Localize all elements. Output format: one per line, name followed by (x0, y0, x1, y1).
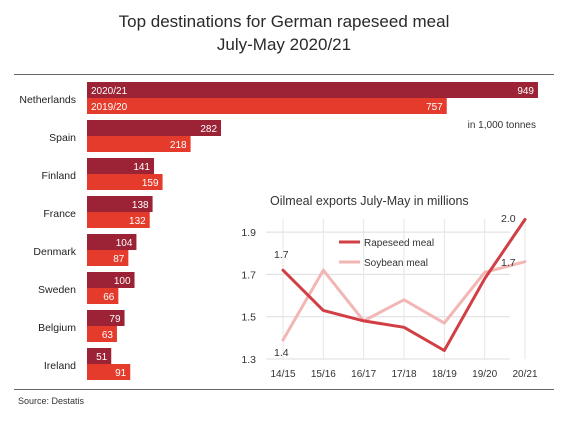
bar-value-label: 79 (109, 314, 121, 325)
x-tick-label: 14/15 (270, 369, 295, 380)
bar-value-label: 51 (96, 352, 108, 363)
bar-value-label: 159 (142, 178, 159, 189)
bar-value-label: 104 (116, 238, 133, 249)
bar-0 (87, 82, 538, 98)
top-rule (14, 74, 554, 75)
bar-0 (87, 348, 112, 364)
data-label: 2.0 (501, 213, 516, 225)
bar-0 (87, 234, 137, 250)
bar-value-label: 91 (115, 368, 127, 379)
y-tick-label: 1.5 (241, 312, 256, 324)
data-label: 1.7 (501, 257, 516, 269)
bar-value-label: 63 (102, 330, 114, 341)
title-line-1: Top destinations for German rapeseed mea… (118, 12, 450, 31)
title-line-2: July-May 2020/21 (216, 35, 352, 54)
bar-0 (87, 120, 222, 136)
y-tick-label: 1.3 (241, 354, 256, 366)
unit-note: in 1,000 tonnes (468, 120, 536, 131)
x-tick-label: 20/21 (512, 369, 537, 380)
inset-panel (229, 184, 545, 380)
bar-value-label: 132 (129, 216, 146, 227)
source-note: Source: Destatis (18, 396, 85, 406)
x-tick-label: 16/17 (351, 369, 376, 380)
bar-0 (87, 158, 155, 174)
x-tick-label: 18/19 (432, 369, 457, 380)
bar-1 (87, 288, 119, 304)
bar-value-label: 138 (132, 200, 149, 211)
bar-1 (87, 98, 447, 114)
bar-value-label: 757 (426, 102, 443, 113)
series-label: 2019/20 (91, 102, 128, 113)
bottom-rule (14, 389, 554, 390)
bar-value-label: 282 (200, 124, 217, 135)
y-tick-label: 1.7 (241, 269, 256, 281)
series-label: 2020/21 (91, 86, 128, 97)
bar-value-label: 66 (103, 292, 115, 303)
category-label: Sweden (38, 284, 76, 296)
data-label: 1.4 (274, 347, 289, 359)
bar-1 (87, 250, 129, 266)
bar-1 (87, 212, 150, 228)
y-tick-label: 1.9 (241, 227, 256, 239)
bar-value-label: 949 (517, 86, 534, 97)
x-tick-label: 17/18 (391, 369, 416, 380)
bar-1 (87, 326, 117, 342)
series-line-rapeseed (281, 218, 527, 352)
bar-0 (87, 196, 153, 212)
category-label: Finland (42, 170, 77, 182)
bar-value-label: 100 (114, 276, 131, 287)
bar-0 (87, 272, 135, 288)
inset-title: Oilmeal exports July-May in millions (270, 194, 469, 208)
bar-1 (87, 136, 191, 152)
x-tick-label: 15/16 (311, 369, 336, 380)
legend-label: Soybean meal (364, 258, 428, 269)
data-label: 1.7 (274, 249, 289, 261)
bar-1 (87, 174, 163, 190)
bar-value-label: 141 (133, 162, 150, 173)
bar-0 (87, 310, 125, 326)
category-label: France (43, 208, 76, 220)
legend-label: Rapeseed meal (364, 238, 434, 249)
chart-title: Top destinations for German rapeseed mea… (0, 10, 568, 56)
category-label: Belgium (38, 322, 76, 334)
category-label: Denmark (33, 246, 76, 258)
x-tick-label: 19/20 (472, 369, 497, 380)
category-label: Spain (49, 132, 76, 144)
bar-value-label: 87 (113, 254, 125, 265)
category-label: Netherlands (19, 94, 76, 106)
bar-1 (87, 364, 131, 380)
series-line-soybean (281, 260, 527, 342)
bar-value-label: 218 (170, 140, 187, 151)
category-label: Ireland (44, 360, 76, 372)
